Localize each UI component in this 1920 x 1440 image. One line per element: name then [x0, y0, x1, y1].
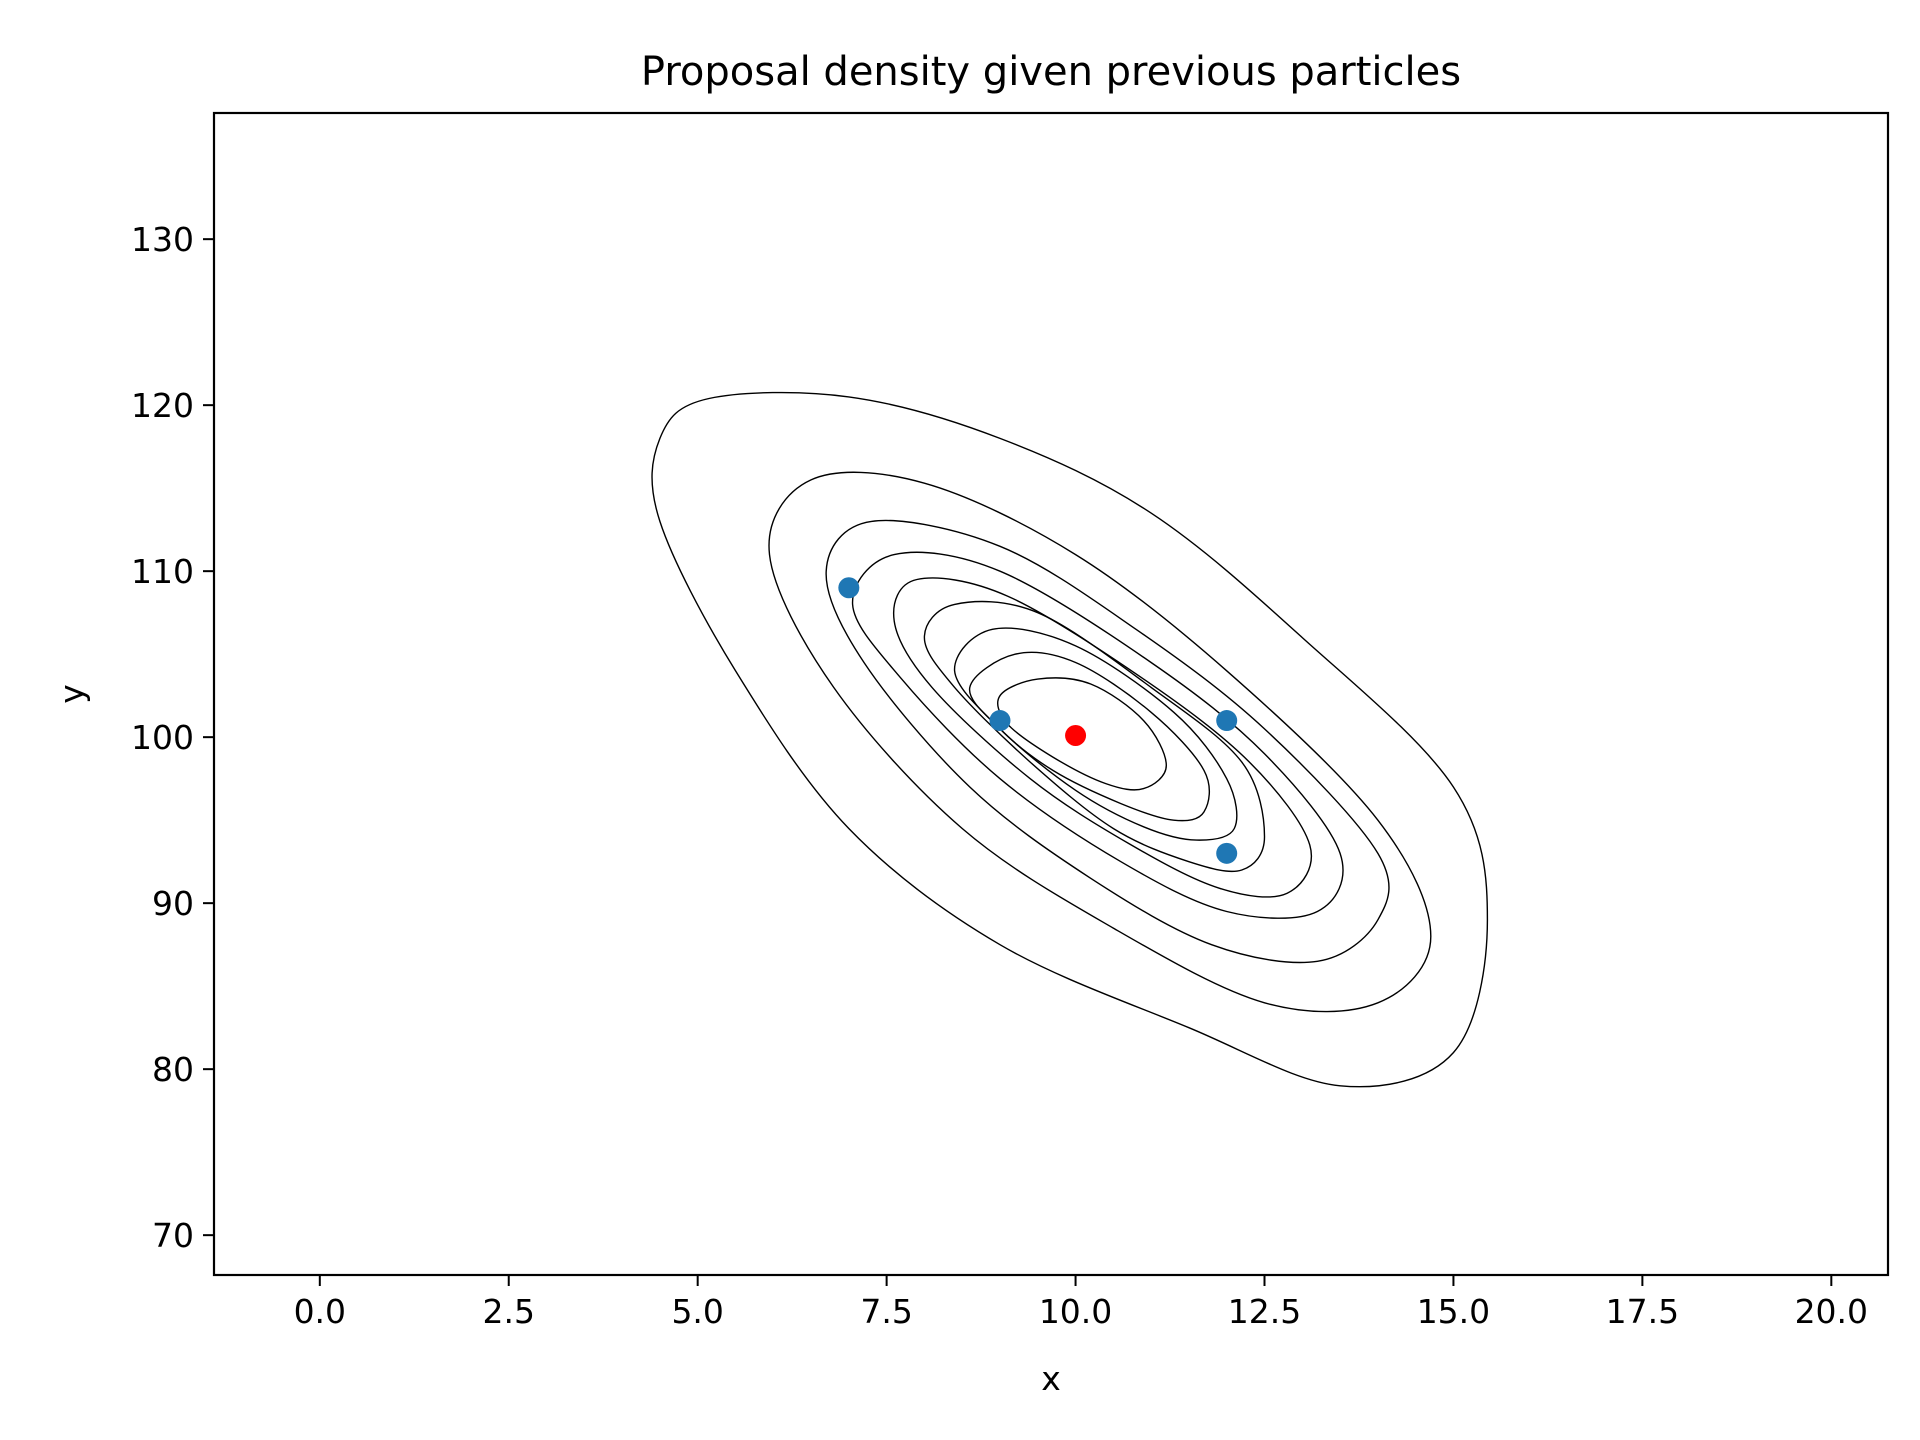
contour-lines [651, 391, 1489, 1088]
x-tick-label: 15.0 [1417, 1292, 1490, 1331]
x-tick-label: 12.5 [1228, 1292, 1301, 1331]
y-tick-label: 80 [152, 1050, 194, 1089]
contour-level-2 [768, 471, 1432, 1013]
x-axis-label: x [1041, 1359, 1061, 1398]
particle-point-4 [1216, 842, 1238, 864]
proposal-center-point [1065, 725, 1087, 746]
contour-level-9 [997, 677, 1168, 791]
contour-level-6 [923, 600, 1266, 873]
y-tick-label: 90 [152, 884, 194, 923]
y-axis-label: y [52, 684, 91, 704]
y-axis-ticks: 70 80 90 100 110 120 130 [131, 220, 214, 1255]
contour-level-4 [851, 551, 1344, 919]
particle-point-1 [838, 577, 860, 599]
contour-level-5 [892, 577, 1312, 898]
y-tick-label: 110 [131, 552, 194, 591]
particle-point-3 [1216, 710, 1238, 732]
x-tick-label: 2.5 [483, 1292, 535, 1331]
y-tick-label: 120 [131, 386, 194, 425]
x-tick-label: 7.5 [860, 1292, 912, 1331]
particle-point-2 [989, 710, 1011, 732]
x-tick-label: 5.0 [671, 1292, 723, 1331]
scatter-points [838, 577, 1238, 864]
x-tick-label: 0.0 [294, 1292, 346, 1331]
plot-frame [212, 111, 1890, 1277]
x-tick-label: 17.5 [1606, 1292, 1679, 1331]
x-tick-label: 20.0 [1795, 1292, 1868, 1331]
y-tick-label: 100 [131, 718, 194, 757]
chart-title: Proposal density given previous particle… [641, 49, 1461, 95]
contour-level-3 [825, 519, 1390, 964]
y-tick-label: 70 [152, 1216, 194, 1255]
y-tick-label: 130 [131, 220, 194, 259]
contour-level-1 [651, 391, 1489, 1088]
x-tick-label: 10.0 [1039, 1292, 1112, 1331]
x-axis-ticks: 0.0 2.5 5.0 7.5 10.0 12.5 15.0 17.5 20.0 [294, 1275, 1868, 1331]
